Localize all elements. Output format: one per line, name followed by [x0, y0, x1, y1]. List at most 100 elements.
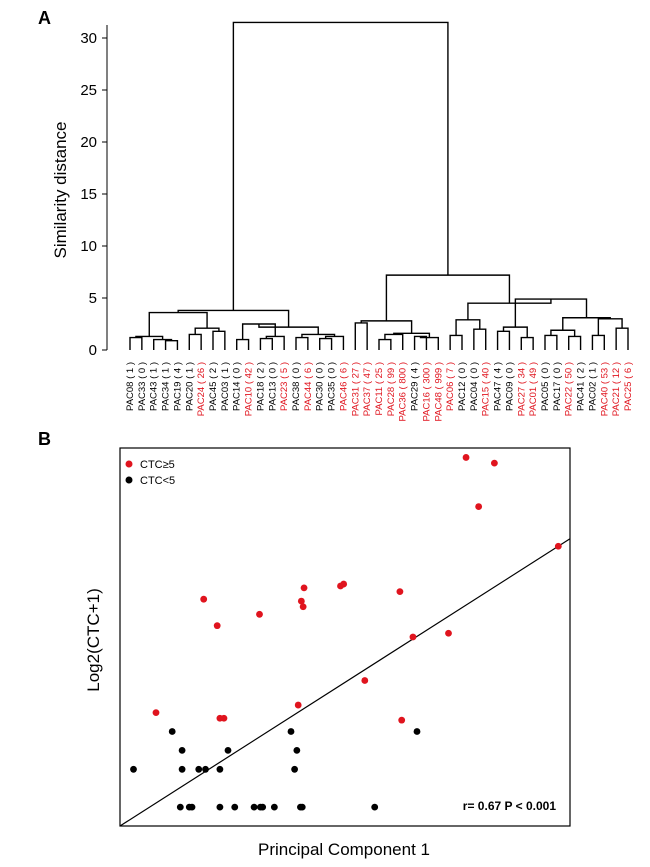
scatter-point-ctc-low	[195, 765, 203, 773]
leaf-label: PAC33 ( 0 )	[137, 362, 148, 411]
leaf-label: PAC14 ( 0 )	[232, 362, 243, 411]
dendrogram-y-tick-label: 30	[80, 30, 97, 47]
scatter-point-ctc-high	[220, 714, 228, 722]
scatter-point-ctc-low	[178, 747, 186, 754]
scatter-point-ctc-high	[200, 595, 208, 603]
leaf-label: PAC46 ( 6 )	[338, 362, 349, 411]
scatter-point-ctc-high	[361, 677, 369, 684]
leaf-label: PAC36 ( 800 )	[398, 362, 409, 422]
dendrogram-link	[502, 326, 528, 338]
correlation-annotation: r= 0.67 P < 0.001	[463, 799, 557, 813]
dendrogram-link	[455, 319, 481, 336]
dendrogram-tree	[129, 21, 629, 350]
leaf-label: PAC17 ( 0 )	[552, 362, 563, 411]
scatter-points	[130, 454, 562, 811]
dendrogram-link	[212, 330, 226, 350]
dendrogram-link	[562, 317, 611, 331]
dendrogram-link	[295, 336, 309, 350]
dendrogram-link	[232, 21, 449, 311]
leaf-label: PAC20 ( 1 )	[184, 362, 195, 411]
scatter-point-ctc-high	[409, 633, 417, 641]
dendrogram-link	[360, 320, 413, 334]
scatter-point-ctc-high	[396, 588, 404, 596]
leaf-label: PAC25 ( 6 )	[623, 362, 634, 411]
dendrogram-link	[129, 336, 143, 350]
scatter-point-ctc-high	[462, 454, 470, 461]
dendrogram-link	[419, 336, 439, 350]
scatter-point-ctc-low	[270, 803, 278, 811]
leaf-label: PAC13 ( 0 )	[267, 362, 278, 411]
scatter-point-ctc-high	[300, 584, 308, 592]
dendrogram-link	[259, 337, 273, 350]
leaf-label: PAC29 ( 4 )	[410, 362, 421, 411]
dendrogram-link	[148, 311, 208, 337]
scatter-point-ctc-high	[445, 629, 452, 637]
dendrogram-link	[385, 274, 511, 321]
dendrogram-link	[615, 327, 629, 350]
leaf-label: PAC15 ( 40 )	[481, 362, 492, 416]
leaf-label: PAC34 ( 1 )	[161, 362, 172, 411]
scatter-point-ctc-high	[475, 503, 483, 510]
dendrogram-y-tick-label: 20	[80, 134, 97, 151]
dendrogram-panel: A Similarity distance 0 5 10 15 20 25 30 PAC08…	[38, 8, 634, 422]
legend-label-ctc-low: CTC<5	[140, 475, 175, 487]
leaf-label: PAC05 ( 0 )	[540, 362, 551, 411]
leaf-label: PAC28 ( 99 )	[386, 362, 397, 416]
scatter-point-ctc-high	[340, 580, 348, 588]
dendrogram-link	[568, 335, 582, 350]
scatter-point-ctc-high	[398, 716, 406, 724]
dendrogram-y-ticks: 0 5 10 15 20 25 30	[80, 30, 107, 359]
dendrogram-link	[413, 335, 428, 350]
dendrogram-leaf-labels: PAC08 ( 1 ) PAC33 ( 0 ) PAC43 ( 1 ) PAC34 (…	[125, 362, 634, 422]
leaf-label: PAC04 ( 0 )	[469, 362, 480, 411]
panel-label-a: A	[38, 8, 51, 28]
scatter-point-ctc-high	[491, 459, 498, 467]
scatter-point-ctc-low	[293, 747, 301, 754]
scatter-point-ctc-low	[298, 803, 306, 811]
leaf-label: PAC35 ( 0 )	[327, 362, 338, 411]
scatter-point-ctc-high	[152, 709, 160, 716]
dendrogram-link	[496, 330, 511, 350]
scatter-point-ctc-high	[299, 603, 307, 611]
scatter-y-axis-label: Log2(CTC+1)	[84, 588, 103, 691]
dendrogram-link	[544, 334, 558, 350]
dendrogram-link	[591, 334, 605, 350]
scatter-point-ctc-low	[188, 803, 196, 811]
scatter-point-ctc-high	[554, 542, 562, 550]
leaf-label: PAC03 ( 1 )	[220, 362, 231, 411]
leaf-label: PAC12 ( 0 )	[457, 362, 468, 411]
scatter-point-ctc-low	[250, 803, 258, 811]
dendrogram-link	[384, 333, 404, 350]
legend-marker-ctc-high	[125, 460, 133, 468]
scatter-point-ctc-low	[216, 765, 224, 773]
dendrogram-link	[354, 322, 368, 350]
scatter-point-ctc-high	[213, 622, 221, 630]
leaf-label: PAC31 ( 27 )	[350, 362, 361, 416]
leaf-label: PAC23 ( 5 )	[279, 362, 290, 411]
dendrogram-y-axis-label: Similarity distance	[51, 122, 70, 259]
leaf-label: PAC02 ( 1 )	[587, 362, 598, 411]
leaf-label: PAC44 ( 6 )	[303, 362, 314, 411]
dendrogram-link	[188, 333, 202, 350]
panel-label-b: B	[38, 429, 51, 449]
scatter-point-ctc-low	[287, 728, 295, 735]
scatter-point-ctc-high	[294, 701, 302, 709]
dendrogram-link	[597, 318, 623, 336]
leaf-label: PAC21 ( 12 )	[611, 362, 622, 416]
scatter-point-ctc-low	[202, 765, 209, 773]
leaf-label: PAC19 ( 4 )	[172, 362, 183, 411]
leaf-label: PAC16 ( 300 )	[421, 362, 432, 422]
dendrogram-y-tick-label: 10	[80, 238, 97, 255]
leaf-label: PAC18 ( 2 )	[255, 362, 266, 411]
dendrogram-link	[473, 328, 487, 350]
leaf-label: PAC06 ( 7 )	[445, 362, 456, 411]
legend-marker-ctc-low	[125, 476, 133, 484]
leaf-label: PAC10 ( 42 )	[244, 362, 255, 416]
leaf-label: PAC11 ( 25 )	[374, 362, 385, 416]
scatter-legend: CTC≥5 CTC<5	[125, 459, 175, 487]
scatter-point-ctc-high	[297, 597, 305, 605]
leaf-label: PAC22 ( 50 )	[564, 362, 575, 416]
leaf-label: PAC24 ( 26 )	[196, 362, 207, 416]
scatter-x-axis-label: Principal Component 1	[258, 840, 430, 859]
scatter-point-ctc-low	[224, 747, 232, 754]
